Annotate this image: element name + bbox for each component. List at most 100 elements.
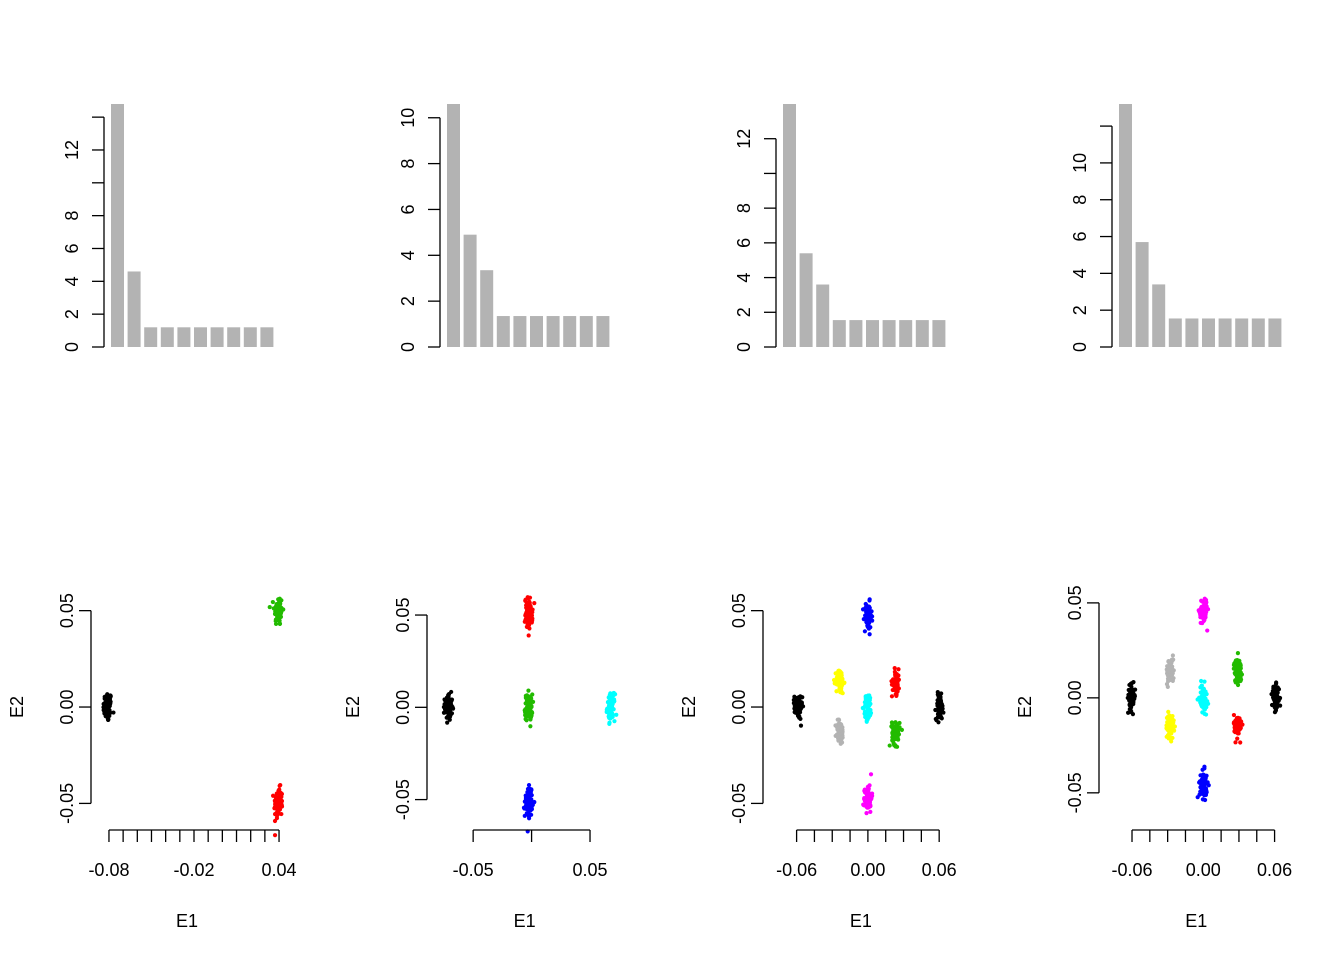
point bbox=[446, 691, 452, 697]
point bbox=[862, 797, 867, 802]
bar-6 bbox=[1202, 318, 1215, 347]
point bbox=[891, 740, 896, 745]
cluster-0 bbox=[441, 689, 456, 725]
point bbox=[1238, 740, 1243, 745]
point bbox=[1129, 684, 1134, 689]
point bbox=[271, 606, 276, 611]
point bbox=[1235, 651, 1241, 656]
point bbox=[267, 604, 272, 610]
point bbox=[860, 607, 866, 612]
point bbox=[526, 811, 531, 816]
bar-7 bbox=[882, 320, 896, 347]
bar-8 bbox=[899, 320, 913, 347]
cluster-2 bbox=[604, 690, 619, 727]
point bbox=[791, 697, 796, 703]
bar-6 bbox=[866, 320, 879, 347]
point bbox=[894, 677, 899, 682]
bar-1 bbox=[1119, 104, 1132, 347]
y-tick-label: -0.05 bbox=[1065, 772, 1085, 813]
point bbox=[529, 787, 534, 792]
point bbox=[1199, 791, 1205, 796]
cluster-1 bbox=[933, 690, 946, 725]
point bbox=[526, 688, 531, 693]
point bbox=[836, 738, 841, 743]
point bbox=[614, 712, 619, 717]
cluster-8 bbox=[1231, 712, 1245, 745]
point bbox=[530, 607, 535, 612]
y-tick-label: 4 bbox=[734, 273, 754, 283]
point bbox=[527, 595, 533, 600]
point bbox=[523, 707, 528, 712]
y-tick-label: 4 bbox=[1070, 268, 1090, 278]
point bbox=[933, 707, 938, 713]
cluster-3 bbox=[1195, 764, 1211, 803]
point bbox=[1199, 598, 1204, 603]
point bbox=[838, 725, 844, 730]
point bbox=[1276, 698, 1281, 703]
cluster-5 bbox=[1164, 709, 1177, 744]
point bbox=[276, 809, 281, 814]
cluster-1 bbox=[1269, 680, 1283, 715]
y-tick-label: 12 bbox=[734, 129, 754, 149]
point bbox=[865, 624, 871, 630]
y-tick-label: 6 bbox=[398, 204, 418, 214]
cluster-5 bbox=[833, 717, 845, 746]
x-tick-label: 0.04 bbox=[262, 860, 297, 880]
point bbox=[609, 711, 614, 716]
x-axis-title: E1 bbox=[850, 911, 872, 931]
point bbox=[893, 736, 899, 741]
bar-2 bbox=[127, 271, 141, 347]
point bbox=[273, 621, 279, 627]
point bbox=[532, 601, 537, 606]
bar-4 bbox=[832, 320, 846, 347]
point bbox=[1205, 628, 1210, 633]
cluster-1 bbox=[522, 688, 536, 729]
y-axis-title: E2 bbox=[7, 696, 27, 718]
bar-9 bbox=[915, 320, 929, 347]
point bbox=[1196, 608, 1201, 613]
x-tick-label: 0.06 bbox=[1257, 860, 1292, 880]
point bbox=[526, 633, 531, 638]
point bbox=[890, 687, 895, 693]
point bbox=[521, 805, 527, 810]
point bbox=[864, 811, 869, 816]
point bbox=[103, 708, 108, 713]
chart-panel-bottom-1: -0.08 -0.02 0.04 -0.05 0.00 0.05 E1 E2 bbox=[7, 593, 297, 931]
point bbox=[275, 616, 280, 622]
point bbox=[446, 708, 451, 713]
chart-panel-top-4: 0 2 4 6 8 10 bbox=[1070, 104, 1282, 352]
bar-3 bbox=[144, 327, 158, 347]
point bbox=[106, 717, 111, 722]
cluster-1 bbox=[267, 596, 286, 627]
bar-6 bbox=[530, 316, 543, 347]
point bbox=[899, 727, 905, 732]
bar-7 bbox=[546, 316, 560, 347]
point bbox=[526, 711, 531, 717]
point bbox=[1169, 736, 1174, 741]
point bbox=[895, 689, 900, 694]
point bbox=[105, 701, 110, 706]
bar-5 bbox=[177, 327, 191, 347]
cluster-7 bbox=[889, 666, 902, 699]
point bbox=[526, 797, 531, 802]
point bbox=[1237, 720, 1242, 725]
point bbox=[270, 793, 276, 798]
y-tick-label: 2 bbox=[734, 307, 754, 317]
point bbox=[1274, 680, 1279, 685]
point bbox=[1198, 773, 1203, 778]
point bbox=[1167, 713, 1172, 718]
y-tick-label: 0.05 bbox=[393, 598, 413, 633]
point bbox=[1128, 705, 1134, 710]
y-tick-label: 0.00 bbox=[729, 690, 749, 725]
y-tick-label: 12 bbox=[62, 140, 82, 160]
point bbox=[1202, 707, 1207, 712]
point bbox=[935, 698, 940, 703]
point bbox=[524, 605, 529, 610]
cluster-6 bbox=[1195, 678, 1211, 717]
y-axis-title: E2 bbox=[343, 696, 363, 718]
bar-3 bbox=[1152, 284, 1166, 347]
point bbox=[1205, 607, 1211, 612]
point bbox=[889, 694, 895, 699]
point bbox=[111, 710, 116, 715]
y-tick-label: 8 bbox=[398, 159, 418, 169]
